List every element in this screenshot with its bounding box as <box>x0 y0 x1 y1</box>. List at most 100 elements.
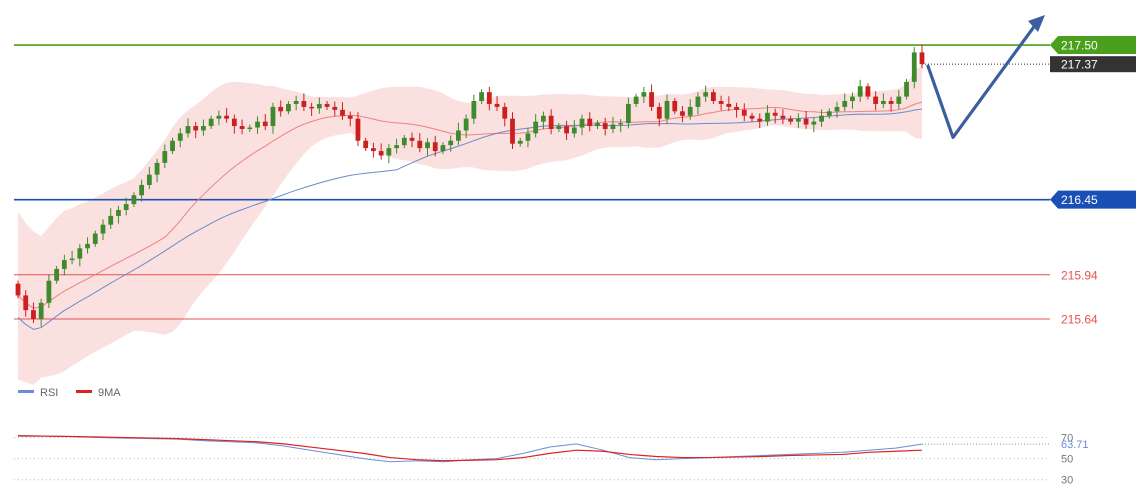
support-label: 215.64 <box>1061 312 1098 326</box>
candle-down <box>649 92 654 107</box>
candle-down <box>409 137 415 141</box>
candle-down <box>710 92 716 102</box>
candle-up <box>116 209 121 216</box>
candle-down <box>788 118 794 122</box>
candle-up <box>834 106 840 112</box>
moving-average-layer <box>17 101 923 330</box>
bollinger-band <box>18 64 922 386</box>
rsi-tick-label: 50 <box>1061 454 1073 466</box>
candle-up <box>255 121 260 128</box>
candle-up <box>386 148 392 156</box>
candle-up <box>139 184 145 196</box>
candle-down <box>718 101 724 104</box>
candle-down <box>378 151 384 156</box>
candle-up <box>695 96 701 107</box>
candle-down <box>324 103 330 107</box>
candle-up <box>108 215 114 225</box>
candle-up <box>85 243 90 249</box>
candle-up <box>46 280 52 303</box>
candle-up <box>595 123 600 127</box>
resistance-tag <box>1050 36 1136 55</box>
levels-layer <box>14 44 1050 320</box>
candle-up <box>471 101 477 119</box>
candle-up <box>857 86 863 97</box>
pivot-tag <box>1050 190 1136 209</box>
candle-up <box>625 103 631 124</box>
candle-up <box>765 112 770 122</box>
candle-down <box>803 118 809 125</box>
candle-up <box>842 101 848 107</box>
candle-up <box>911 52 917 82</box>
bollinger-band-layer <box>18 64 922 386</box>
candle-down <box>780 115 786 119</box>
projection-arrow-layer <box>926 15 1045 140</box>
support-label: 215.94 <box>1061 268 1098 282</box>
candle-up <box>904 81 909 97</box>
candle-up <box>556 126 562 129</box>
candle-down <box>193 126 199 131</box>
candle-up <box>293 101 299 104</box>
candle-down <box>888 101 894 104</box>
candle-up <box>610 124 616 129</box>
candle-down <box>865 86 871 97</box>
candle-up <box>69 258 75 261</box>
candle-up <box>533 121 539 134</box>
resistance-label: 217.50 <box>1061 39 1098 53</box>
candle-down <box>502 106 508 119</box>
candle-up <box>208 118 214 127</box>
candle-up <box>664 101 670 119</box>
candle-up <box>154 162 160 175</box>
level-labels-layer: 217.50 217.37 216.45 215.94 215.64 <box>1050 36 1136 326</box>
ma-legend-label: 9MA <box>98 387 121 399</box>
candle-up <box>448 140 454 146</box>
candle-up <box>850 96 855 102</box>
candle-down <box>772 112 778 116</box>
candle-down <box>548 115 554 129</box>
candle-down <box>672 101 678 112</box>
candle-up <box>38 302 44 319</box>
candle-down <box>23 295 29 311</box>
candle-down <box>309 106 315 109</box>
candle-up <box>571 127 577 134</box>
candle-down <box>224 115 230 119</box>
candle-up <box>618 123 624 125</box>
candle-down <box>340 109 345 116</box>
candle-up <box>641 92 647 97</box>
candle-down <box>486 92 492 104</box>
candle-down <box>726 103 732 107</box>
candle-up <box>54 268 60 281</box>
candle-up <box>316 103 322 109</box>
long-moving-average-line <box>17 108 923 330</box>
candle-up <box>146 174 152 185</box>
ma-legend-swatch <box>76 390 92 393</box>
rsi-panel: RSI 9MA 70 50 30 63.71 <box>14 387 1089 487</box>
candle-up <box>425 142 430 149</box>
candle-down <box>301 101 307 107</box>
candle-down <box>656 106 662 119</box>
candle-up <box>541 115 546 122</box>
rsi-tick-label: 30 <box>1061 475 1073 487</box>
candle-up <box>177 133 183 141</box>
candle-down <box>262 121 268 127</box>
candles-layer <box>15 44 925 327</box>
last-price-label: 217.37 <box>1061 58 1098 72</box>
candle-down <box>347 115 353 119</box>
candle-down <box>510 118 515 144</box>
candle-down <box>31 310 36 319</box>
candle-up <box>185 126 191 134</box>
middle-moving-average-line <box>17 101 923 309</box>
candle-up <box>123 204 129 210</box>
candle-up <box>131 195 137 205</box>
candle-up <box>440 145 446 152</box>
candle-up <box>479 92 484 102</box>
rsi-tick-label: 70 <box>1061 433 1073 445</box>
candle-down <box>873 96 879 104</box>
candle-up <box>201 126 206 131</box>
candle-up <box>216 115 222 119</box>
candle-up <box>463 118 469 131</box>
candle-up <box>61 260 67 269</box>
candle-up <box>162 151 168 163</box>
candle-down <box>680 111 685 116</box>
rsi-legend-label: RSI <box>40 387 58 399</box>
